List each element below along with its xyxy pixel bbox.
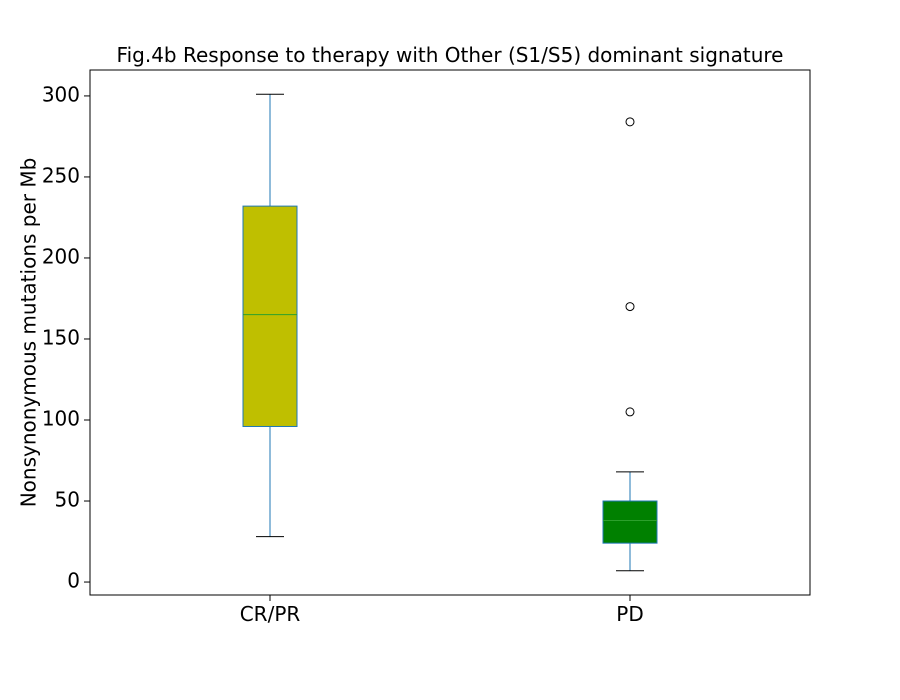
box-cr-pr (242, 205, 298, 427)
outlier-point (625, 302, 635, 312)
y-tick-label: 100 (42, 407, 80, 431)
y-axis-label: Nonsynonymous mutations per Mb (17, 158, 41, 508)
x-tick-label: CR/PR (240, 602, 301, 626)
y-tick-label: 300 (42, 82, 80, 106)
axes-frame (89, 69, 811, 596)
y-tick-label: 250 (42, 163, 80, 187)
x-tick-label: PD (616, 602, 643, 626)
chart-title: Fig.4b Response to therapy with Other (S… (117, 43, 784, 67)
outlier-point (625, 117, 635, 127)
box-pd (602, 500, 658, 544)
y-tick-label: 150 (42, 325, 80, 349)
y-tick-label: 0 (67, 569, 80, 593)
y-tick-label: 50 (55, 488, 80, 512)
plot-area: 0 50 100 150 200 250 300 CR/PR PD (42, 82, 658, 626)
y-tick-label: 200 (42, 244, 80, 268)
outlier-point (625, 407, 635, 417)
